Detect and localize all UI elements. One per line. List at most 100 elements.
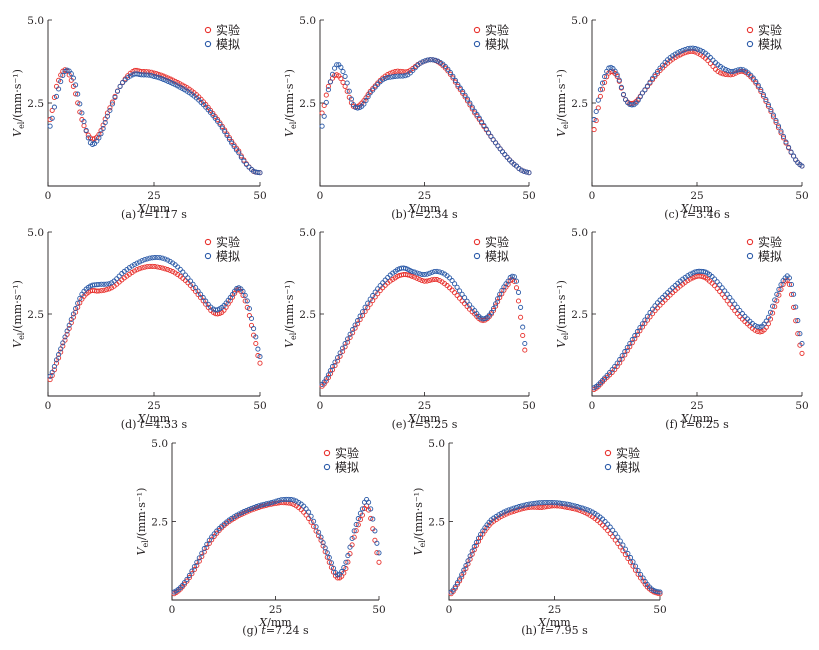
- data-point: [182, 272, 188, 278]
- data-point: [462, 92, 468, 98]
- data-point: [657, 65, 663, 71]
- chart-panel-d: 2.5 5.0 0 25 50 X/mm Vel/(mm·s⁻¹) (d) t=4.33 s 实…: [11, 227, 267, 431]
- data-point: [355, 516, 361, 522]
- data-point: [149, 263, 155, 269]
- panel-caption: (g) t=7.24 s: [242, 624, 309, 637]
- data-point: [167, 267, 173, 274]
- data-point: [562, 501, 568, 507]
- data-point: [47, 123, 53, 129]
- data-point: [738, 66, 744, 72]
- data-point: [330, 565, 337, 571]
- data-point: [464, 298, 470, 304]
- data-point: [682, 46, 688, 53]
- data-point: [429, 269, 435, 275]
- x-tick-label: 50: [795, 190, 808, 202]
- data-point: [526, 170, 532, 176]
- data-point: [609, 369, 615, 375]
- y-axis-subscript: el: [561, 332, 570, 340]
- data-point: [273, 500, 279, 506]
- data-point: [409, 273, 415, 279]
- data-point: [341, 564, 347, 571]
- data-point: [712, 283, 718, 289]
- data-point: [559, 503, 565, 510]
- data-point: [141, 72, 147, 78]
- caption-prefix: (h): [521, 624, 540, 637]
- data-point: [639, 324, 645, 330]
- y-axis-subscript: el: [289, 332, 298, 340]
- data-point: [409, 268, 415, 274]
- data-point: [321, 113, 327, 119]
- data-point: [107, 105, 113, 111]
- x-axis-label: X/mm: [407, 202, 441, 215]
- data-point: [460, 89, 466, 95]
- data-point: [752, 327, 758, 333]
- data-point: [261, 501, 267, 507]
- data-point: [720, 71, 726, 77]
- data-point: [791, 291, 797, 297]
- data-point: [508, 506, 515, 512]
- data-point: [720, 65, 726, 71]
- data-point: [523, 169, 530, 175]
- data-point: [531, 500, 537, 506]
- y-axis-label: Vel/(mm·s⁻¹): [11, 280, 26, 348]
- data-point: [323, 99, 329, 105]
- data-point: [717, 288, 723, 294]
- data-point: [495, 296, 501, 302]
- data-point: [667, 292, 673, 298]
- series-simulation: [319, 57, 532, 176]
- data-point: [416, 276, 423, 283]
- y-tick-label: 2.5: [27, 309, 44, 321]
- data-point: [454, 580, 460, 586]
- data-point: [198, 295, 204, 301]
- data-point: [687, 45, 693, 51]
- data-point: [473, 539, 479, 545]
- data-point: [276, 497, 282, 503]
- data-point: [203, 298, 209, 304]
- chart-panel-c: 2.5 5.0 0 25 50 X/mm Vel/(mm·s⁻¹) (c) t=3.46 s 实…: [555, 15, 809, 221]
- data-point: [795, 318, 801, 324]
- data-point: [610, 527, 616, 533]
- data-point: [617, 360, 623, 366]
- x-axis-variable: X: [407, 412, 417, 425]
- data-point: [370, 86, 376, 92]
- series-simulation: [319, 265, 528, 388]
- data-point: [328, 560, 334, 566]
- data-point: [493, 301, 499, 307]
- data-point: [775, 123, 782, 129]
- data-point: [722, 288, 728, 294]
- data-point: [374, 550, 380, 556]
- y-axis-unit: /(mm·s⁻¹): [555, 280, 568, 333]
- data-point: [554, 500, 560, 506]
- x-axis-unit: /mm: [689, 202, 714, 215]
- y-axis-variable: V: [11, 339, 24, 348]
- data-point: [308, 513, 314, 519]
- data-point: [345, 336, 351, 342]
- data-point: [77, 101, 83, 107]
- data-point: [757, 329, 763, 335]
- data-point: [793, 304, 799, 310]
- data-point: [763, 97, 769, 103]
- legend-marker: [323, 463, 331, 471]
- data-point: [579, 505, 585, 511]
- data-point: [382, 75, 388, 81]
- data-point: [734, 304, 740, 310]
- data-point: [501, 509, 507, 515]
- data-point: [776, 286, 782, 292]
- data-point: [638, 571, 644, 578]
- data-point: [75, 91, 81, 97]
- data-point: [116, 273, 122, 279]
- data-point: [657, 302, 663, 308]
- data-point: [424, 278, 430, 284]
- data-point: [205, 301, 211, 307]
- data-point: [335, 572, 341, 578]
- data-point: [724, 298, 730, 304]
- data-point: [352, 322, 358, 328]
- panel-caption: (c) t=3.46 s: [664, 208, 730, 221]
- data-point: [778, 286, 784, 292]
- data-point: [799, 340, 805, 347]
- data-point: [786, 275, 792, 281]
- data-point: [196, 555, 202, 561]
- data-point: [687, 48, 693, 55]
